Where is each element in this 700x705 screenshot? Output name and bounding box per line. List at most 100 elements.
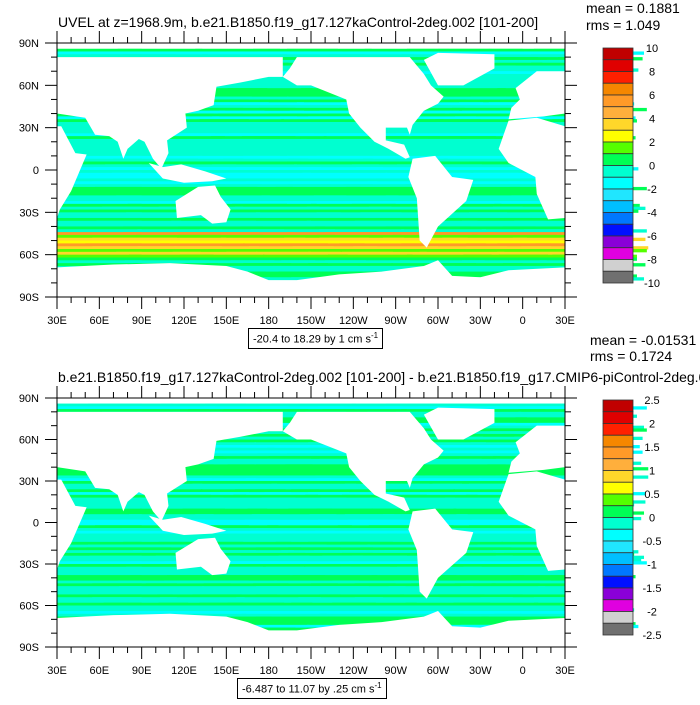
ocean-cell <box>227 85 313 89</box>
ocean-cell <box>306 206 392 211</box>
colorbar-box <box>602 118 634 131</box>
ocean-cell <box>438 263 523 267</box>
ocean-cell <box>392 234 478 239</box>
ocean-cell <box>254 442 340 446</box>
colorbar-label: 0 <box>649 513 655 525</box>
lat-tick-label: 60S <box>19 250 39 262</box>
ocean-cell <box>158 158 244 163</box>
ocean-cell <box>123 232 208 236</box>
land-samerica <box>408 508 474 599</box>
ocean-cell <box>250 229 335 233</box>
ocean-cell <box>449 209 534 213</box>
ocean-cell <box>436 608 522 612</box>
ocean-cell <box>137 217 223 222</box>
ocean-cell <box>354 597 440 601</box>
ocean-cell <box>351 555 437 559</box>
ocean-cell <box>395 133 481 137</box>
colorbar-label: 2 <box>649 419 655 431</box>
ocean-cell <box>288 184 374 188</box>
mean-label: mean = -0.01531 <box>590 332 697 348</box>
ocean-cell <box>360 212 446 216</box>
ocean-cell <box>57 541 142 546</box>
ocean-cell <box>332 580 417 584</box>
ocean-cell <box>222 561 307 565</box>
ocean-cell <box>57 217 142 222</box>
ocean-cell <box>128 514 214 518</box>
ocean-cell <box>308 492 393 496</box>
ocean-cell <box>306 220 392 225</box>
ocean-cell <box>196 469 282 474</box>
ocean-cell <box>438 431 523 435</box>
ocean-cell <box>279 243 365 247</box>
ocean-cell <box>171 503 256 507</box>
ocean-cell <box>292 575 378 579</box>
land-namerica <box>282 411 444 512</box>
ocean-cell <box>231 203 317 208</box>
ocean-cell <box>371 569 457 573</box>
colorbar-box <box>602 82 634 96</box>
ocean-cell <box>179 254 265 258</box>
ocean-cell <box>308 558 393 562</box>
ocean-cell <box>175 519 261 523</box>
ocean-cell <box>113 564 199 568</box>
ocean-cell <box>57 153 142 157</box>
ocean-cell <box>175 172 261 177</box>
ocean-cell <box>373 127 458 131</box>
ocean-cell <box>189 447 275 452</box>
ocean-cell <box>302 172 388 177</box>
ocean-cell <box>260 122 345 126</box>
ocean-cell <box>311 583 396 587</box>
ocean-cell <box>426 403 512 407</box>
ocean-cell <box>285 464 371 468</box>
ocean-cell <box>182 508 268 512</box>
ocean-cell <box>435 181 520 185</box>
ocean-cell <box>405 486 491 490</box>
ocean-cell <box>457 68 543 72</box>
ocean-cell <box>138 497 224 501</box>
ocean-cell <box>227 602 313 606</box>
ocean-cell <box>454 116 540 120</box>
ocean-cell <box>126 212 211 216</box>
ocean-cell <box>342 251 427 256</box>
ocean-cell <box>57 155 142 160</box>
ocean-cell <box>243 433 328 438</box>
ocean-cell <box>319 147 405 151</box>
ocean-cell <box>57 141 142 146</box>
ocean-cell <box>388 605 474 609</box>
ocean-cell <box>354 583 440 587</box>
ocean-cell <box>241 136 327 140</box>
ocean-cell <box>57 569 142 573</box>
ocean-cell <box>257 147 343 151</box>
ocean-cell <box>435 469 520 474</box>
ocean-cell <box>86 547 172 551</box>
ocean-cell <box>371 575 457 579</box>
ocean-cell <box>257 93 343 98</box>
ocean-cell <box>423 572 509 576</box>
ocean-cell <box>438 206 523 211</box>
ocean-cell <box>419 175 505 179</box>
ocean-cell <box>340 566 426 571</box>
ocean-cell <box>436 122 522 126</box>
ocean-cell <box>494 203 580 208</box>
ocean-cell <box>370 489 455 493</box>
ocean-cell <box>176 184 262 188</box>
ocean-cell <box>320 569 406 573</box>
land-eurasia <box>57 411 283 522</box>
ocean-cell <box>367 181 453 185</box>
ocean-cell <box>57 611 142 615</box>
ocean-cell <box>250 234 335 239</box>
ocean-cell <box>399 260 485 264</box>
ocean-cell <box>422 591 508 595</box>
land-europe <box>508 425 565 473</box>
ocean-cell <box>257 51 343 55</box>
ocean-cell <box>461 260 547 264</box>
ocean-cell <box>141 237 227 242</box>
lat-tick-label: 30S <box>19 207 39 219</box>
ocean-cell <box>384 500 470 504</box>
ocean-cell <box>294 153 379 157</box>
ocean-cell <box>92 597 177 601</box>
ocean-cell <box>351 164 437 168</box>
ocean-cell <box>188 153 273 157</box>
colorbar-label: -10 <box>644 278 660 290</box>
map-plot-2: 30E 60E 90E 120E 150E 180 150W 120W 90W 60W 30W 0 30… <box>19 386 661 677</box>
